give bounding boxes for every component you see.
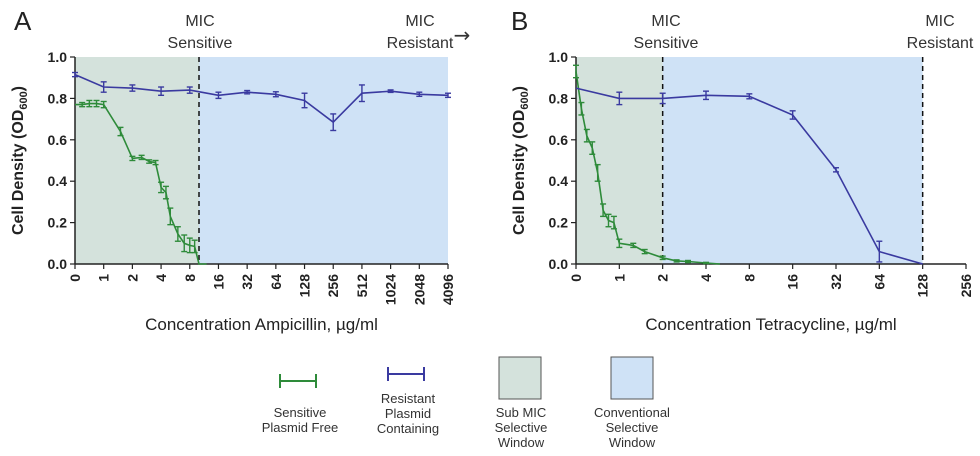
- legend-conventional-swatch: [610, 356, 654, 400]
- panel-a-resistant-arrow: →: [454, 23, 471, 47]
- panel-a-x-tick-label: 4096: [440, 274, 456, 305]
- panel-a-y-tick-label: 0.6: [48, 132, 68, 148]
- legend-resistant: Resistant Plasmid Containing: [358, 362, 458, 436]
- panel-b-mic-sensitive-1: MIC: [651, 13, 680, 30]
- legend-submic: Sub MIC Selective Window: [476, 356, 566, 450]
- panel-b-mic-resistant-2: Resistant: [907, 35, 974, 52]
- panel-b-y-tick-label: 0.2: [549, 215, 569, 231]
- panel-b-x-tick-label: 0: [568, 274, 584, 282]
- panel-b-mic-resistant-1: MIC: [925, 13, 954, 30]
- panel-a-mic-resistant-1: MIC: [405, 13, 434, 30]
- panel-a-y-tick-label: 0.4: [48, 173, 68, 189]
- panel-b-x-tick-label: 8: [741, 274, 757, 282]
- panel-b-y-tick-label: 0.6: [549, 132, 569, 148]
- panel-a-x-tick-label: 2048: [411, 274, 427, 305]
- panel-a-x-tick-label: 256: [325, 274, 341, 298]
- panel-a-series-resistant-line: [74, 73, 449, 124]
- legend-submic-swatch: [498, 356, 542, 400]
- panel-a-x-tick-label: 0: [67, 274, 83, 282]
- legend-sensitive-label-1: Sensitive: [273, 405, 327, 420]
- legend-resistant-label-1: Resistant: [380, 391, 436, 406]
- legend-conventional-label-2: Selective: [605, 420, 659, 435]
- panel-b-x-tick-label: 256: [958, 274, 974, 298]
- legend-resistant-marker: [387, 367, 425, 381]
- panel-b-x-tick-label: 1: [611, 274, 627, 282]
- panel-a-mic-sensitive-2: Sensitive: [168, 35, 233, 52]
- legend-conventional-label-1: Conventional: [594, 405, 670, 420]
- panel-a-x-tick-label: 8: [182, 274, 198, 282]
- panel-b-x-tick-label: 64: [871, 274, 887, 290]
- panel-a-x-tick-label: 1: [96, 274, 112, 282]
- panel-a-x-tick-label: 32: [239, 274, 255, 290]
- panel-b-submic-window: [576, 57, 663, 264]
- panel-b-x-tick-label: 2: [655, 274, 671, 282]
- panel-b-y-tick-label: 0.8: [549, 90, 569, 106]
- panel-b-y-axis-label: Cell Density (OD600): [511, 86, 531, 235]
- panel-b-x-tick-label: 128: [915, 274, 931, 298]
- panel-a-y-tick-label: 0.2: [48, 215, 68, 231]
- panel-b-y-tick-label: 0.0: [549, 256, 569, 272]
- panel-b-y-tick-label: 0.4: [549, 173, 569, 189]
- panel-a-conventional-window: [199, 57, 448, 264]
- panel-a-label: A: [14, 6, 32, 36]
- panel-a-x-tick-label: 512: [354, 274, 370, 298]
- legend-sensitive: Sensitive Plasmid Free: [252, 362, 348, 435]
- panel-b-x-axis-label: Concentration Tetracycline, µg/ml: [645, 315, 896, 334]
- panel-b-y-tick-label: 1.0: [549, 49, 569, 65]
- legend-resistant-label-2: Plasmid: [384, 406, 432, 421]
- legend-sensitive-label-2: Plasmid Free: [261, 420, 339, 435]
- panel-a-y-tick-label: 0.0: [48, 256, 68, 272]
- panel-b-conventional-window: [662, 57, 923, 264]
- legend-conventional: Conventional Selective Window: [582, 356, 682, 450]
- panel-a-y-tick-label: 1.0: [48, 49, 68, 65]
- panel-a-mic-sensitive-1: MIC: [185, 13, 214, 30]
- legend-resistant-label-3: Containing: [376, 421, 440, 436]
- panel-a-x-tick-label: 128: [297, 274, 313, 298]
- panel-a-x-tick-label: 2: [124, 274, 140, 282]
- legend-sensitive-marker: [279, 374, 317, 388]
- panel-a-y-tick-label: 0.8: [48, 90, 68, 106]
- legend-submic-label-2: Selective: [494, 420, 548, 435]
- panel-a-y-axis-label: Cell Density (OD600): [10, 86, 30, 235]
- panel-b-x-tick-label: 32: [828, 274, 844, 290]
- panel-b-x-tick-label: 16: [785, 274, 801, 290]
- panel-a-x-tick-label: 16: [210, 274, 226, 290]
- legend-submic-label-1: Sub MIC: [495, 405, 547, 420]
- panel-a-mic-resistant-2: Resistant: [387, 35, 454, 52]
- panel-a-x-tick-label: 1024: [383, 274, 399, 305]
- legend-conventional-label-3: Window: [608, 435, 656, 450]
- panel-a-x-tick-label: 64: [268, 274, 284, 290]
- panel-a-x-axis-label: Concentration Ampicillin, µg/ml: [145, 315, 378, 334]
- legend-submic-label-3: Window: [497, 435, 545, 450]
- panel-b-mic-sensitive-2: Sensitive: [634, 35, 699, 52]
- panel-b-label: B: [511, 6, 528, 36]
- panel-a-x-tick-label: 4: [153, 274, 169, 282]
- panel-b-x-tick-label: 4: [698, 274, 714, 282]
